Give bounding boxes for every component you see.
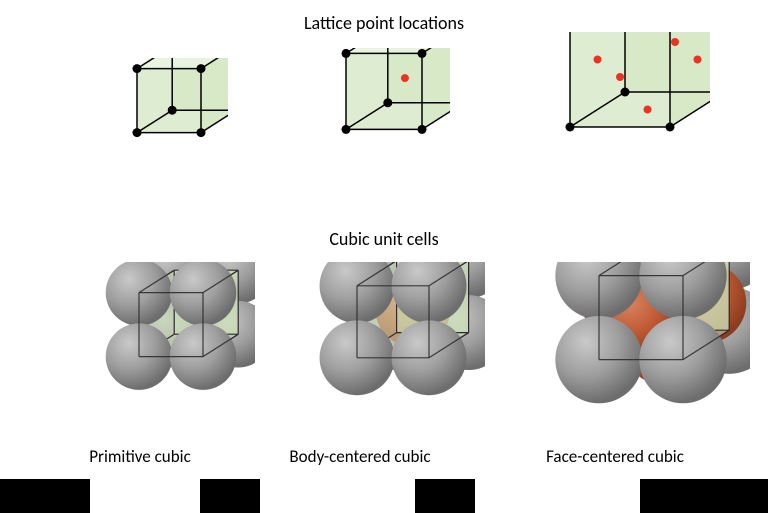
title-lattice: Lattice point locations [0, 12, 768, 34]
lattice-primitive [78, 58, 228, 188]
lattice-face-centered [480, 32, 710, 192]
label-body-centered: Body-centered cubic [250, 446, 470, 467]
label-face-centered: Face-centered cubic [490, 446, 740, 467]
blackbox-2 [200, 479, 260, 513]
cell-face-centered [490, 262, 750, 432]
blackbox-3 [415, 479, 475, 513]
blackbox-1 [0, 479, 90, 513]
blackbox-4 [640, 479, 768, 513]
title-cells: Cubic unit cells [0, 228, 768, 250]
label-primitive: Primitive cubic [40, 446, 240, 467]
cell-primitive [55, 262, 255, 432]
cell-body-centered [265, 262, 485, 432]
lattice-body-centered [280, 48, 450, 188]
